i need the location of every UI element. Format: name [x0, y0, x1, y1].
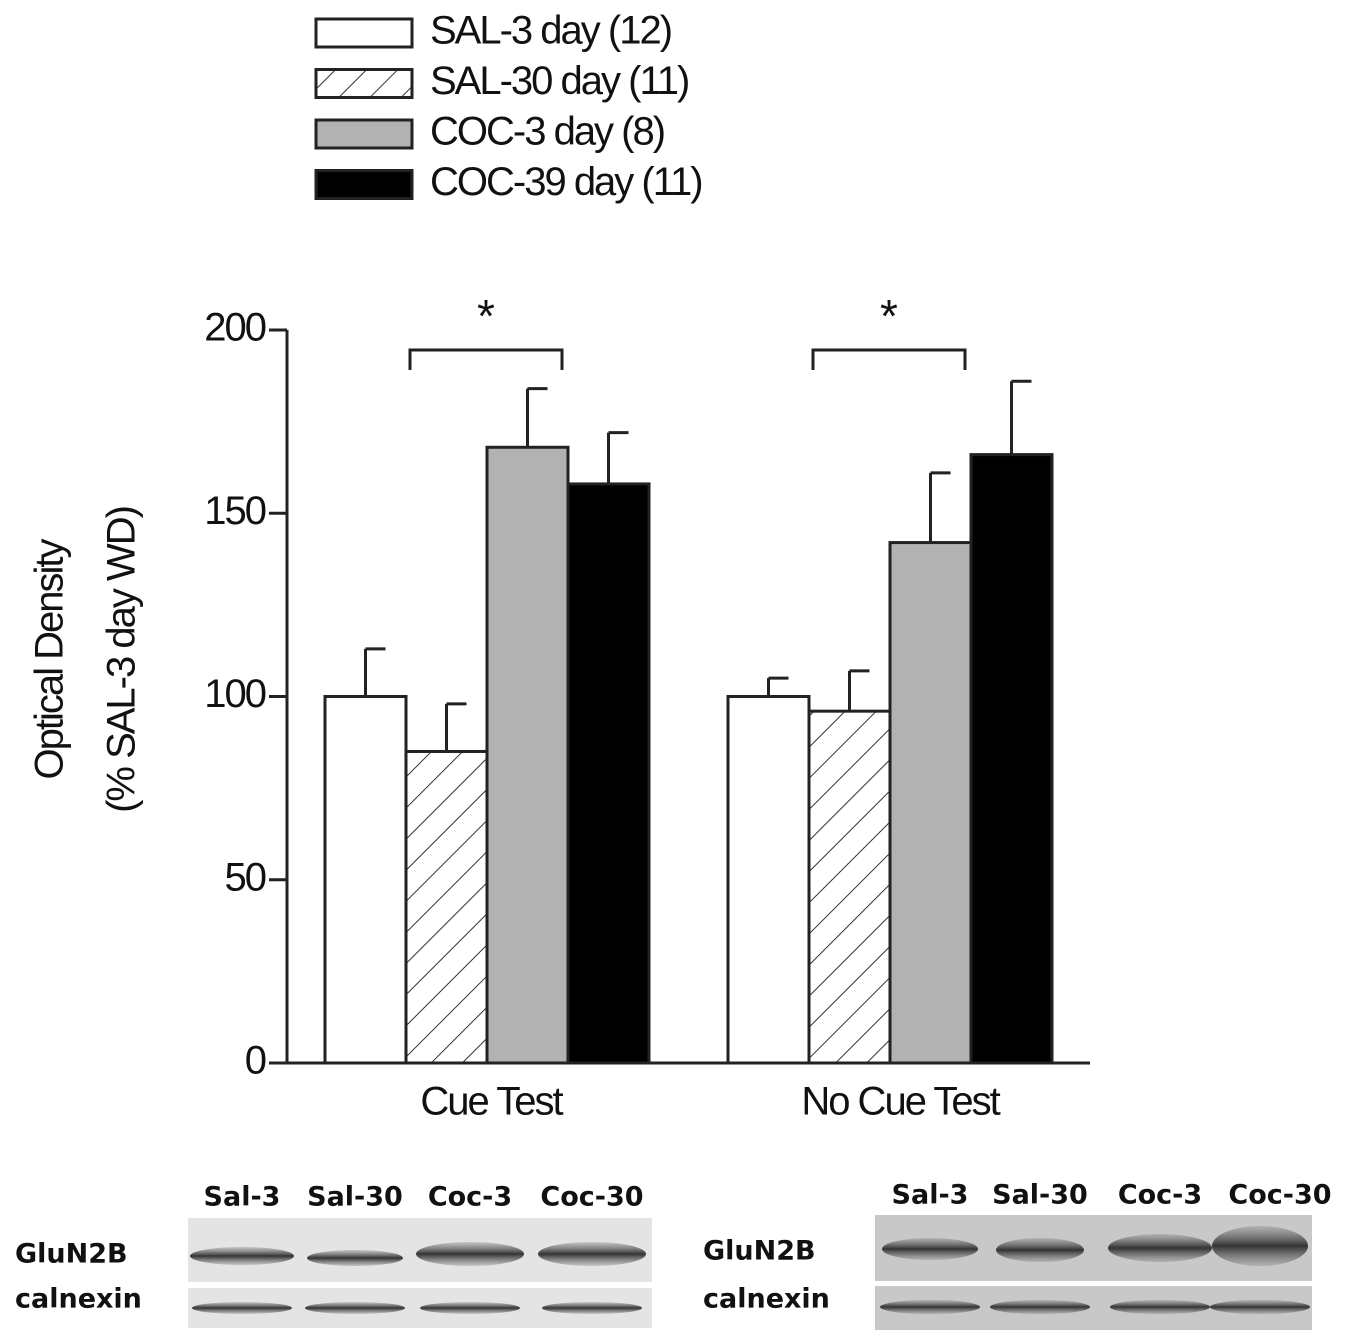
significance-marker: * [477, 290, 495, 342]
significance-marker: * [880, 290, 898, 342]
bar [406, 751, 487, 1063]
lane-label: Sal-30 [307, 1182, 403, 1213]
lane-label: Sal-3 [204, 1182, 281, 1213]
y-tick-label: 100 [204, 672, 265, 716]
lane-label: Coc-30 [1228, 1180, 1331, 1211]
legend-swatch [316, 19, 412, 47]
y-tick-label: 0 [245, 1039, 266, 1083]
lane-label: Sal-3 [892, 1180, 969, 1211]
row-label: GluN2B [703, 1236, 816, 1267]
x-tick-label: Cue Test [420, 1080, 563, 1124]
legend-swatch [316, 120, 412, 148]
error-bar [528, 389, 548, 448]
bar [728, 697, 809, 1064]
error-bar [931, 473, 951, 543]
bar [809, 711, 890, 1063]
y-axis-label: Optical Density [28, 539, 72, 780]
y-tick-label: 150 [204, 489, 265, 533]
bar [971, 455, 1052, 1063]
error-bar [850, 671, 870, 711]
row-label: calnexin [703, 1284, 830, 1315]
error-bar [1012, 381, 1032, 454]
y-tick-label: 50 [225, 855, 266, 899]
error-bar [769, 678, 789, 696]
x-tick-label: No Cue Test [801, 1080, 1000, 1124]
legend-label: COC-3 day (8) [430, 110, 664, 154]
significance-bracket [410, 350, 562, 370]
bar [325, 697, 406, 1064]
legend-label: SAL-3 day (12) [430, 9, 671, 53]
error-bar [609, 433, 629, 484]
lane-label: Coc-3 [428, 1182, 512, 1213]
figure: 0 50 100 150 200 Optical Density (% SAL-3 day … [0, 0, 1356, 1332]
lane-label: Coc-3 [1118, 1180, 1202, 1211]
bar [890, 543, 971, 1063]
row-label: GluN2B [15, 1239, 128, 1270]
legend-swatch [316, 70, 412, 98]
legend-swatch [316, 171, 412, 199]
significance-bracket [813, 350, 965, 370]
bar [487, 447, 568, 1063]
error-bar [447, 704, 467, 752]
legend-label: COC-39 day (11) [430, 160, 702, 204]
error-bar [366, 649, 386, 697]
lane-label: Sal-30 [992, 1180, 1088, 1211]
lane-label: Coc-30 [540, 1182, 643, 1213]
legend-label: SAL-30 day (11) [430, 59, 688, 103]
bar [568, 484, 649, 1063]
row-label: calnexin [15, 1284, 142, 1315]
y-tick-label: 200 [204, 306, 265, 350]
y-axis-label: (% SAL-3 day WD) [100, 507, 144, 813]
